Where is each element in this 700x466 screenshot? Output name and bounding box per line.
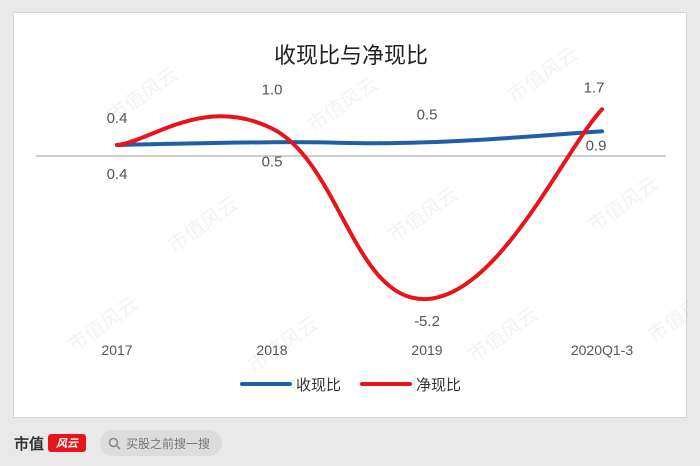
brand-logo[interactable]: 市值 风云 — [14, 433, 87, 454]
watermark-text: 市值风云 — [643, 282, 688, 348]
data-label: 0.4 — [107, 110, 128, 127]
x-tick-label: 2020Q1-3 — [571, 342, 633, 358]
chart-title: 收现比与净现比 — [274, 44, 428, 69]
legend-label-1: 净现比 — [416, 376, 461, 394]
watermark-text: 市值风云 — [383, 182, 462, 248]
watermark-text: 市值风云 — [163, 192, 242, 258]
data-label: 0.5 — [417, 106, 438, 123]
data-label: 0.5 — [262, 153, 283, 170]
watermark-text: 市值风云 — [503, 42, 582, 108]
x-tick-label: 2019 — [411, 342, 442, 358]
data-label: 0.4 — [107, 166, 128, 183]
search-bar[interactable]: 买股之前搜一搜 — [100, 430, 223, 456]
chart-card: 市值风云 市值风云 市值风云 市值风云 市值风云 市值风云 市值风云 市值风云 市值风云 市值风云… — [13, 12, 688, 418]
watermark-text: 市值风云 — [463, 302, 542, 368]
data-label: 1.7 — [584, 79, 605, 96]
watermark-text: 市值风云 — [583, 172, 662, 238]
search-icon — [108, 437, 121, 450]
data-label: 0.9 — [586, 137, 607, 154]
brand-logo-box: 风云 — [48, 434, 87, 452]
search-placeholder: 买股之前搜一搜 — [126, 436, 211, 451]
x-tick-label: 2018 — [256, 342, 287, 358]
data-label: -5.2 — [414, 313, 440, 330]
series-line-0 — [115, 129, 604, 147]
legend-label-0: 收现比 — [296, 376, 341, 394]
series-line-1 — [115, 107, 604, 302]
footer-bar: 市值 风云 买股之前搜一搜 — [0, 420, 700, 466]
brand-text: 市值 — [14, 434, 45, 453]
x-tick-label: 2017 — [101, 342, 132, 358]
data-label: 1.0 — [262, 82, 283, 99]
watermark-text: 市值风云 — [303, 72, 382, 138]
